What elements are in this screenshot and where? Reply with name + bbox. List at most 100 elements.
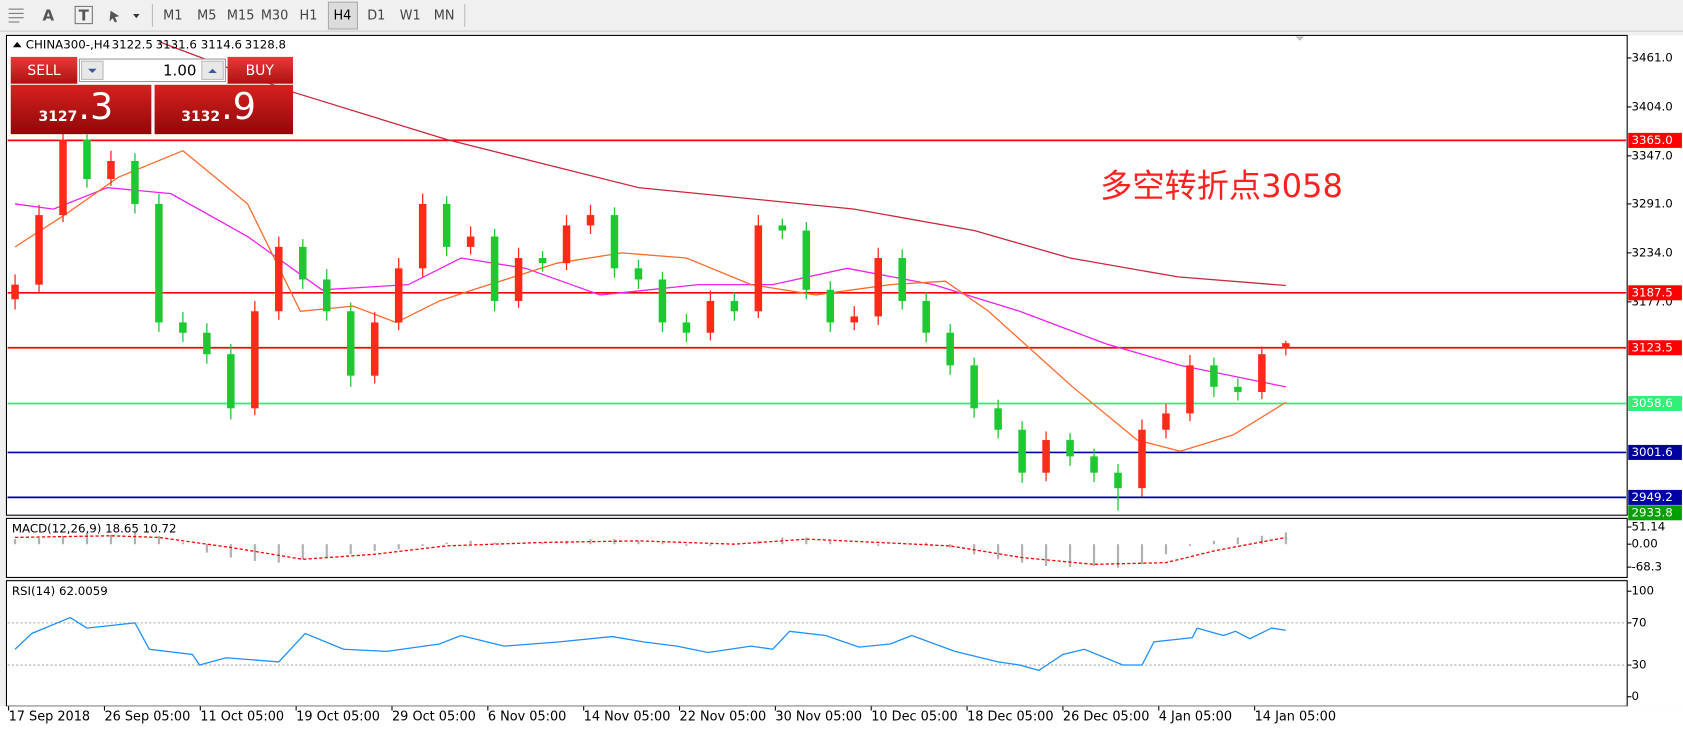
lot-input[interactable] (78, 58, 226, 83)
candle-body (346, 311, 355, 376)
y-tick-label: 3234.0 (1631, 245, 1672, 259)
candle-body (1066, 440, 1074, 457)
timeframe-button[interactable]: M5 (197, 9, 216, 24)
candle-body (107, 160, 115, 180)
candle-body (11, 284, 19, 300)
candle-body (1138, 429, 1146, 489)
timeframe-button[interactable]: W1 (400, 9, 421, 24)
moving-average (14, 186, 1286, 388)
x-tick-label: 19 Oct 05:00 (296, 709, 380, 724)
candle-body (179, 322, 187, 333)
candle-body (83, 139, 91, 180)
timeframe-button[interactable]: M30 (261, 9, 288, 24)
macd-bar (1045, 544, 1048, 567)
ohlc-close: 3128.8 (245, 38, 286, 52)
candle-body (59, 139, 67, 216)
candle-body (970, 365, 978, 409)
timeframe-button[interactable]: D1 (367, 9, 385, 24)
macd-bar (205, 544, 208, 553)
level-tag (1628, 132, 1682, 148)
lot-value[interactable]: 1.00 (163, 61, 196, 79)
level-label: 2949.2 (1631, 490, 1672, 504)
candle-body (946, 332, 954, 366)
candle-body (251, 311, 259, 409)
candle-body (850, 316, 859, 323)
candle-body (682, 322, 691, 333)
x-tick-label: 14 Jan 05:00 (1255, 709, 1336, 724)
moving-average (14, 149, 1287, 452)
macd-bar (1164, 544, 1168, 555)
macd-bar (109, 534, 113, 545)
timeframe-button[interactable]: H4 (333, 9, 351, 24)
rsi-line (14, 616, 1286, 672)
x-tick-label: 17 Sep 2018 (9, 709, 91, 724)
candle-body (370, 322, 379, 376)
collapse-arrow[interactable] (12, 41, 22, 48)
candle-body (802, 230, 811, 290)
up-arrow (208, 68, 217, 73)
grid-icon[interactable] (8, 8, 24, 23)
cursor-icon[interactable] (109, 10, 120, 23)
timeframe-button[interactable]: H1 (300, 9, 318, 24)
timeframe-button[interactable]: M15 (227, 9, 254, 24)
buy-label[interactable]: BUY (246, 63, 275, 79)
level-label: 3001.6 (1631, 445, 1672, 459)
candle-body (778, 225, 787, 231)
macd-bar (157, 535, 160, 545)
candle-body (1042, 440, 1050, 473)
macd-signal (15, 535, 1286, 565)
level-tag (1628, 285, 1682, 301)
candle-body (1162, 413, 1170, 430)
candle-body (155, 203, 163, 323)
shift-marker (1295, 36, 1305, 41)
macd-bar (325, 544, 328, 558)
macd-bar (997, 544, 1000, 560)
candle-body (227, 354, 235, 409)
macd-bar (301, 544, 304, 560)
macd-bar (373, 544, 376, 551)
macd-bar (37, 538, 41, 545)
timeframe-button[interactable]: M1 (163, 9, 182, 24)
macd-bar (253, 544, 256, 561)
candle-body (322, 279, 331, 312)
x-tick-label: 22 Nov 05:00 (680, 709, 767, 724)
sell-button[interactable] (10, 56, 78, 84)
sell-price-frac: .3 (78, 85, 113, 128)
macd-tick-label: 51.14 (1631, 519, 1665, 533)
candle-body (538, 258, 547, 264)
level-tag (1628, 489, 1682, 505)
macd-bar (1212, 540, 1215, 545)
level-label: 3123.5 (1631, 340, 1672, 354)
x-tick-label: 26 Dec 05:00 (1063, 709, 1149, 724)
timeframe-button[interactable]: MN (434, 9, 455, 24)
candle-body (586, 215, 595, 226)
rsi-tick-label: 100 (1631, 584, 1654, 598)
y-tick-label: 3461.0 (1631, 50, 1672, 64)
text-tool[interactable]: T (79, 7, 90, 25)
dropdown-arrow[interactable] (133, 13, 140, 19)
candle-body (898, 258, 906, 301)
ohlc-open: 3122.5 (112, 38, 153, 52)
text-tool[interactable]: A (43, 7, 55, 25)
level-tag (1628, 340, 1682, 356)
macd-tick-label: 0.00 (1631, 537, 1657, 551)
macd-bar (85, 534, 89, 545)
down-arrow (88, 68, 97, 73)
macd-bar (541, 542, 544, 545)
sell-label[interactable]: SELL (27, 63, 60, 79)
text-tool-box (74, 5, 93, 25)
buy-price-box[interactable] (154, 84, 294, 135)
trade-panel: SELL 1.00 BUY 3127 .3 3132 .9 (10, 56, 294, 135)
y-tick-label: 3291.0 (1631, 196, 1672, 210)
buy-button[interactable] (227, 56, 294, 84)
macd-bar (13, 539, 17, 545)
macd-bar (229, 544, 232, 558)
ohlc-low: 3114.6 (201, 38, 242, 52)
rsi-title: RSI(14) 62.0059 (12, 584, 108, 598)
sell-price-box[interactable] (10, 84, 152, 135)
candle-body (610, 215, 619, 269)
macd-bar (829, 540, 832, 545)
candle-body (1282, 343, 1290, 349)
candle-body (994, 408, 1002, 430)
